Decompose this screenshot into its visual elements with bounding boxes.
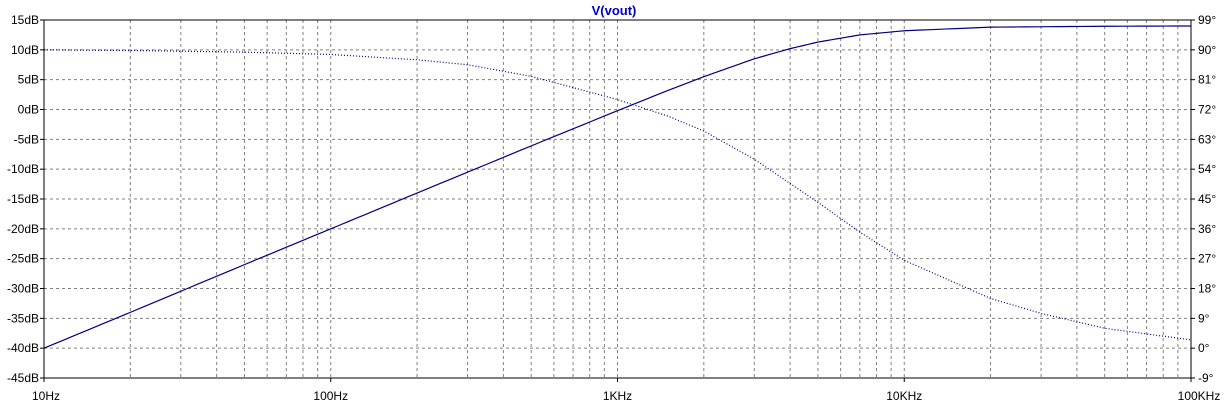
left-tick-label: -10dB [7,162,39,176]
right-tick-label: 72° [1198,103,1216,117]
x-tick-label: 10Hz [32,389,60,403]
series-layer [43,25,1192,349]
left-tick-label: 5dB [18,73,39,87]
right-tick-label: 36° [1198,222,1216,236]
right-tick-label: 45° [1198,192,1216,206]
left-tick-label: 10dB [11,43,39,57]
left-y-axis: 15dB 10dB 5dB 0dB -5dB -10dB -15dB -20dB -25dB -3… [7,13,44,385]
x-tick-label: 100KHz [1178,389,1221,403]
x-tick-label: 100Hz [313,389,348,403]
right-tick-label: 63° [1198,132,1216,146]
left-tick-label: -15dB [7,192,39,206]
left-tick-label: -45dB [7,371,39,385]
x-tick-label: 10KHz [886,389,922,403]
right-tick-label: 27° [1198,252,1216,266]
left-tick-label: -30dB [7,282,39,296]
right-tick-label: 99° [1198,13,1216,27]
phase-series-line [43,49,1192,341]
right-tick-label: 18° [1198,282,1216,296]
right-tick-label: 81° [1198,73,1216,87]
left-tick-label: -20dB [7,222,39,236]
x-tick-label: 1KHz [603,389,632,403]
right-tick-label: 54° [1198,162,1216,176]
left-tick-label: -35dB [7,311,39,325]
grid [44,20,1191,378]
right-y-axis: 99° 90° 81° 72° 63° 54° 45° 36° 27° 18° 9° 0° -9° [1191,13,1216,385]
chart-title: V(vout) [592,3,637,18]
right-tick-label: -9° [1198,371,1214,385]
right-tick-label: 9° [1198,311,1210,325]
left-tick-label: 15dB [11,13,39,27]
x-axis: 10Hz 100Hz 1KHz 10KHz 100KHz [32,378,1220,403]
left-tick-label: -25dB [7,252,39,266]
right-tick-label: 90° [1198,43,1216,57]
left-tick-label: -40dB [7,341,39,355]
right-tick-label: 0° [1198,341,1210,355]
magnitude-series-line [43,25,1192,349]
left-tick-label: -5dB [14,132,39,146]
left-tick-label: 0dB [18,103,39,117]
